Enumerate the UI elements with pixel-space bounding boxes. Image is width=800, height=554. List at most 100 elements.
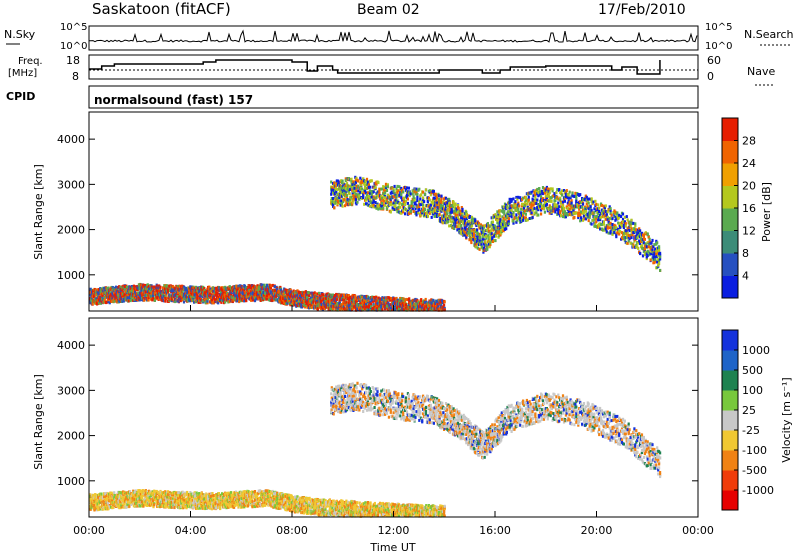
- echo-cell: [234, 295, 237, 299]
- echo-cell: [488, 236, 491, 240]
- echo-cell: [279, 285, 282, 289]
- beam-title: Beam 02: [357, 2, 420, 18]
- echo-cell: [332, 293, 335, 297]
- echo-cell: [366, 191, 370, 195]
- echo-cell: [119, 285, 122, 289]
- echo-cell: [138, 298, 141, 302]
- echo-cell: [490, 232, 493, 236]
- echo-cell: [367, 308, 370, 312]
- echo-cell: [557, 201, 560, 205]
- echo-cell: [453, 209, 456, 213]
- echo-cell: [457, 225, 460, 229]
- echo-cell: [98, 291, 101, 295]
- echo-cell: [161, 295, 164, 299]
- echo-cell: [552, 194, 555, 198]
- echo-cell: [392, 201, 395, 205]
- echo-cell: [245, 291, 248, 295]
- echo-cell: [507, 219, 510, 223]
- echo-cell: [406, 201, 409, 205]
- echo-cell: [437, 214, 440, 218]
- echo-cell: [365, 198, 368, 202]
- echo-cell: [210, 295, 213, 299]
- echo-cell: [399, 297, 402, 300]
- echo-cell: [278, 294, 281, 298]
- echo-cell: [342, 293, 345, 297]
- echo-cell: [236, 295, 239, 299]
- echo-cell: [180, 286, 183, 290]
- echo-cell: [524, 196, 527, 200]
- echo-cell: [505, 203, 508, 207]
- echo-cell: [443, 303, 446, 307]
- echo-cell: [371, 299, 375, 303]
- echo-cell: [216, 287, 219, 291]
- echo-cell: [355, 195, 358, 199]
- echo-cell: [402, 190, 405, 194]
- echo-cell: [140, 283, 143, 287]
- echo-cell: [362, 180, 365, 184]
- echo-cell: [351, 302, 354, 305]
- echo-cell: [179, 285, 182, 288]
- echo-cell: [443, 217, 446, 221]
- echo-cell: [368, 303, 371, 307]
- echo-cell: [548, 204, 551, 208]
- echo-cell: [325, 292, 328, 296]
- echo-cell: [469, 230, 472, 234]
- echo-cell: [337, 293, 340, 297]
- echo-cell: [450, 224, 453, 228]
- echo-cell: [390, 202, 393, 206]
- echo-cell: [378, 190, 381, 194]
- echo-cell: [393, 208, 396, 211]
- echo-cell: [496, 231, 500, 235]
- echo-cell: [191, 295, 194, 299]
- echo-cell: [137, 286, 140, 290]
- echo-cell: [293, 300, 297, 304]
- echo-cell: [410, 201, 413, 205]
- echo-cell: [325, 296, 328, 300]
- echo-cell: [354, 306, 357, 310]
- echo-cell: [553, 204, 556, 208]
- echo-cell: [345, 308, 348, 312]
- echo-cell: [432, 196, 435, 200]
- echo-cell: [395, 187, 398, 191]
- echo-cell: [399, 205, 402, 209]
- echo-cell: [330, 187, 333, 191]
- echo-cell: [177, 291, 180, 295]
- echo-cell: [333, 206, 336, 210]
- echo-cell: [309, 301, 312, 304]
- echo-cell: [433, 192, 436, 196]
- echo-cell: [184, 294, 187, 298]
- echo-cell: [347, 184, 350, 188]
- echo-cell: [247, 292, 250, 296]
- echo-cell: [350, 185, 353, 189]
- echo-cell: [498, 214, 501, 218]
- echo-cell: [350, 177, 353, 181]
- echo-cell: [331, 301, 334, 305]
- echo-cell: [405, 186, 409, 190]
- cpid-value: normalsound (fast) 157: [94, 93, 253, 107]
- echo-cell: [239, 284, 242, 288]
- echo-cell: [302, 303, 305, 307]
- echo-cell: [349, 199, 352, 203]
- echo-cell: [443, 308, 446, 312]
- echo-cell: [428, 211, 431, 215]
- echo-cell: [435, 198, 438, 202]
- echo-cell: [362, 193, 365, 197]
- echo-cell: [359, 188, 362, 192]
- echo-cell: [551, 189, 554, 193]
- echo-cell: [426, 214, 429, 218]
- echo-cell: [461, 227, 464, 231]
- echo-cell: [553, 192, 556, 196]
- echo-cell: [509, 210, 512, 214]
- echo-cell: [370, 302, 373, 306]
- echo-cell: [331, 186, 334, 190]
- echo-cell: [299, 300, 302, 304]
- echo-cell: [549, 207, 552, 211]
- echo-cell: [250, 290, 253, 294]
- echo-cell: [160, 294, 163, 298]
- echo-cell: [345, 202, 348, 206]
- echo-cell: [257, 292, 260, 296]
- echo-cell: [393, 184, 396, 188]
- echo-cell: [524, 216, 527, 220]
- echo-cell: [535, 202, 538, 205]
- echo-cell: [163, 284, 166, 288]
